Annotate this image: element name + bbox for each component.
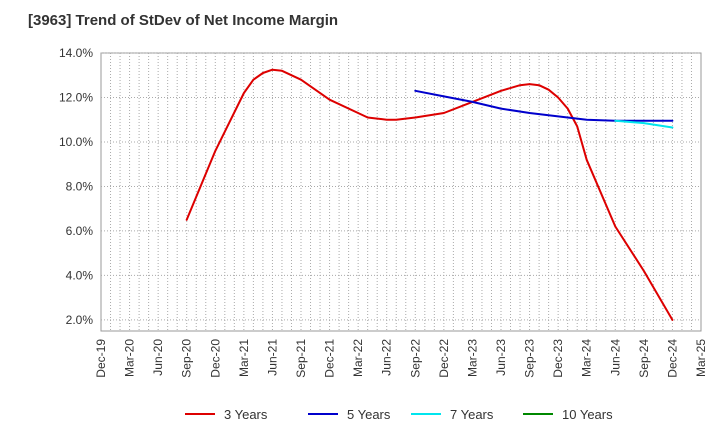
series-line-3-years <box>185 68 674 321</box>
x-tick-label: Mar-23 <box>465 339 479 377</box>
x-tick-label: Sep-21 <box>294 339 308 378</box>
series-line-7-years <box>614 119 674 129</box>
x-tick-label: Jun-21 <box>265 339 279 376</box>
y-tick-label: 6.0% <box>66 224 94 238</box>
x-tick-label: Sep-23 <box>523 339 537 378</box>
legend-label: 7 Years <box>450 407 494 422</box>
x-tick-label: Dec-23 <box>551 339 565 378</box>
y-tick-label: 4.0% <box>66 268 94 282</box>
y-tick-label: 2.0% <box>66 313 94 327</box>
x-tick-label: Dec-22 <box>437 339 451 378</box>
series-line-5-years <box>414 89 674 122</box>
y-tick-label: 10.0% <box>59 135 93 149</box>
x-tick-label: Jun-20 <box>151 339 165 376</box>
x-tick-label: Mar-21 <box>237 339 251 377</box>
y-tick-label: 8.0% <box>66 179 94 193</box>
y-tick-label: 14.0% <box>59 46 93 60</box>
x-tick-label: Dec-20 <box>208 339 222 378</box>
x-tick-label: Mar-24 <box>580 339 594 377</box>
x-tick-label: Jun-23 <box>494 339 508 376</box>
legend-label: 10 Years <box>562 407 613 422</box>
x-tick-label: Mar-25 <box>694 339 708 377</box>
x-tick-label: Mar-22 <box>351 339 365 377</box>
x-tick-label: Sep-22 <box>408 339 422 378</box>
plot-area <box>100 52 702 332</box>
x-tick-label: Jun-22 <box>380 339 394 376</box>
x-tick-label: Sep-20 <box>180 339 194 378</box>
legend-label: 3 Years <box>224 407 268 422</box>
x-tick-label: Sep-24 <box>637 339 651 378</box>
x-tick-label: Jun-24 <box>608 339 622 376</box>
x-tick-label: Dec-19 <box>94 339 108 378</box>
legend-label: 5 Years <box>347 407 391 422</box>
x-tick-label: Mar-20 <box>123 339 137 377</box>
x-tick-label: Dec-21 <box>323 339 337 378</box>
chart-title: [3963] Trend of StDev of Net Income Marg… <box>28 12 339 29</box>
y-tick-label: 12.0% <box>59 90 93 104</box>
x-tick-label: Dec-24 <box>665 339 679 378</box>
